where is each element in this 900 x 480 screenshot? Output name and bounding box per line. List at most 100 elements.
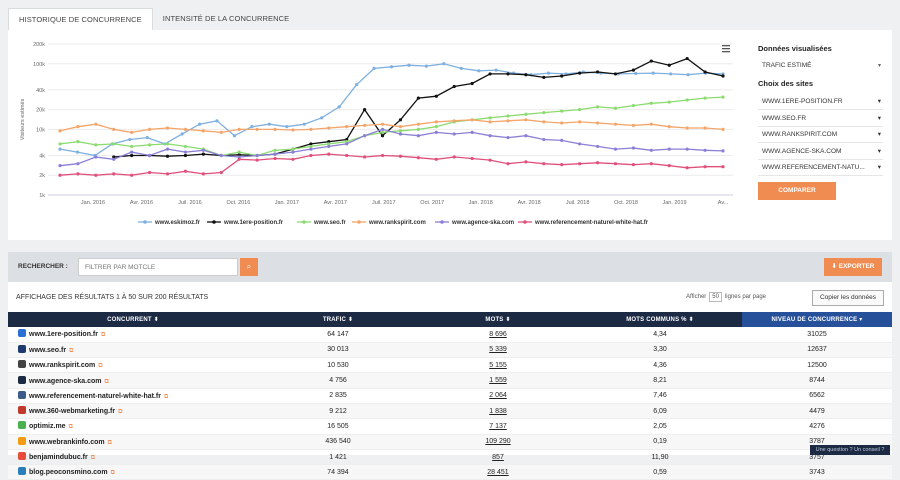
data-point bbox=[302, 122, 306, 126]
col-trafic[interactable]: TRAFIC ⬍ bbox=[258, 312, 418, 327]
col-mots[interactable]: MOTS ⬍ bbox=[418, 312, 578, 327]
site-select-1[interactable]: WWW.1ERE-POSITION.FR ▾ bbox=[758, 94, 883, 110]
search-button[interactable]: ⌕ bbox=[240, 258, 258, 276]
mots-communs-cell: 3,30 bbox=[578, 342, 742, 359]
data-point bbox=[380, 153, 385, 158]
chevron-down-icon: ▾ bbox=[877, 114, 881, 122]
x-tick-label: Av... bbox=[718, 200, 729, 206]
export-button[interactable]: ⬇ EXPORTER bbox=[824, 258, 882, 276]
external-link-icon[interactable]: ⧉ bbox=[118, 409, 123, 416]
concurrent-cell[interactable]: optimiz.me ⧉ bbox=[8, 418, 258, 435]
data-select-value: TRAFIC ESTIMÉ bbox=[762, 62, 812, 69]
favicon-icon bbox=[18, 329, 26, 338]
external-link-icon[interactable]: ⧉ bbox=[110, 470, 115, 477]
col-concurrent[interactable]: CONCURRENT ⬍ bbox=[8, 312, 258, 327]
concurrent-cell[interactable]: www.rankspirit.com ⧉ bbox=[8, 357, 258, 374]
concurrent-link[interactable]: blog.peoconsmino.com bbox=[29, 469, 108, 477]
col-niveau[interactable]: NIVEAU DE CONCURRENCE ▾ bbox=[742, 312, 892, 327]
y-tick-label: 10k bbox=[36, 127, 45, 133]
concurrent-link[interactable]: www.seo.fr bbox=[29, 346, 67, 354]
data-point bbox=[183, 169, 188, 173]
concurrent-link[interactable]: www.webrankinfo.com bbox=[29, 438, 105, 446]
search-input[interactable] bbox=[78, 258, 238, 276]
data-point bbox=[165, 154, 170, 158]
data-point bbox=[180, 132, 184, 136]
external-link-icon[interactable]: ⧉ bbox=[100, 332, 106, 339]
data-point bbox=[649, 122, 653, 126]
mots-cell[interactable]: 857 bbox=[418, 449, 578, 466]
niveau-cell: 6562 bbox=[742, 388, 892, 404]
external-link-icon[interactable]: ⧉ bbox=[69, 347, 74, 354]
page-size-select[interactable]: 50 bbox=[709, 292, 722, 302]
data-point bbox=[407, 63, 411, 67]
col-mots-communs[interactable]: MOTS COMMUNS % ⬍ bbox=[578, 312, 742, 327]
concurrent-cell[interactable]: www.agence-ska.com ⧉ bbox=[8, 372, 258, 389]
mots-cell[interactable]: 2 064 bbox=[418, 388, 578, 404]
data-point bbox=[631, 68, 636, 72]
data-point bbox=[363, 155, 367, 159]
mots-cell[interactable]: 5 155 bbox=[418, 357, 578, 374]
menu-icon[interactable] bbox=[722, 45, 730, 53]
external-link-icon[interactable]: ⧉ bbox=[98, 363, 103, 370]
site-select-5[interactable]: WWW.REFERENCEMENT-NATU... ▾ bbox=[758, 160, 883, 176]
external-link-icon[interactable]: ⧉ bbox=[107, 439, 112, 446]
data-point bbox=[76, 162, 80, 166]
concurrent-cell[interactable]: www.referencement-naturel-white-hat.fr ⧉ bbox=[8, 388, 258, 404]
data-point bbox=[434, 157, 438, 161]
mots-cell[interactable]: 109 290 bbox=[418, 434, 578, 450]
concurrent-cell[interactable]: blog.peoconsmino.com ⧉ bbox=[8, 464, 258, 480]
concurrent-cell[interactable]: www.360-webmarketing.fr ⧉ bbox=[8, 403, 258, 420]
data-select[interactable]: TRAFIC ESTIMÉ ▾ bbox=[758, 59, 883, 73]
mots-cell[interactable]: 7 137 bbox=[418, 418, 578, 435]
external-link-icon[interactable]: ⧉ bbox=[68, 424, 73, 431]
concurrent-cell[interactable]: www.webrankinfo.com ⧉ bbox=[8, 434, 258, 450]
mots-cell[interactable]: 1 838 bbox=[418, 403, 578, 420]
concurrent-cell[interactable]: www.seo.fr ⧉ bbox=[8, 342, 258, 359]
site-select-value: WWW.1ERE-POSITION.FR bbox=[762, 98, 843, 105]
tab-intensite[interactable]: INTENSITÉ DE LA CONCURRENCE bbox=[162, 14, 290, 23]
mots-cell[interactable]: 5 339 bbox=[418, 342, 578, 359]
data-point bbox=[327, 142, 331, 146]
mots-communs-cell: 0,19 bbox=[578, 434, 742, 450]
help-chat-button[interactable]: Une question ? Un conseil ? bbox=[810, 445, 890, 455]
concurrent-link[interactable]: benjamindubuc.fr bbox=[29, 454, 88, 462]
concurrent-link[interactable]: www.1ere-position.fr bbox=[29, 331, 98, 339]
concurrent-cell[interactable]: benjamindubuc.fr ⧉ bbox=[8, 449, 258, 466]
mots-cell[interactable]: 8 696 bbox=[418, 327, 578, 343]
tab-historique[interactable]: HISTORIQUE DE CONCURRENCE bbox=[8, 8, 153, 30]
external-link-icon[interactable]: ⧉ bbox=[164, 393, 169, 400]
site-select-2[interactable]: WWW.SEO.FR ▾ bbox=[758, 111, 883, 127]
data-point bbox=[327, 152, 331, 156]
legend-marker bbox=[302, 220, 306, 224]
x-tick-label: Avr. 2017 bbox=[324, 200, 347, 206]
download-icon: ⬇ bbox=[831, 263, 839, 270]
concurrent-link[interactable]: www.agence-ska.com bbox=[29, 377, 102, 385]
data-point bbox=[309, 144, 313, 149]
external-link-icon[interactable]: ⧉ bbox=[104, 378, 109, 385]
external-link-icon[interactable]: ⧉ bbox=[90, 455, 96, 462]
mots-cell[interactable]: 1 559 bbox=[418, 372, 578, 389]
concurrent-link[interactable]: www.referencement-naturel-white-hat.fr bbox=[29, 392, 161, 400]
legend-marker bbox=[440, 220, 444, 224]
data-point bbox=[685, 166, 689, 170]
data-point bbox=[651, 71, 655, 75]
concurrent-link[interactable]: www.rankspirit.com bbox=[29, 362, 96, 370]
concurrent-link[interactable]: www.360-webmarketing.fr bbox=[29, 408, 116, 416]
data-point bbox=[76, 125, 80, 129]
trafic-cell: 10 530 bbox=[258, 357, 418, 374]
data-point bbox=[488, 120, 492, 124]
data-point bbox=[145, 135, 149, 140]
mots-cell[interactable]: 28 451 bbox=[418, 464, 578, 480]
concurrent-link[interactable]: optimiz.me bbox=[29, 423, 66, 431]
table-row: www.webrankinfo.com ⧉ 436 540 109 290 0,19 37… bbox=[8, 434, 892, 450]
data-point bbox=[255, 127, 259, 131]
data-point bbox=[546, 71, 551, 75]
favicon-icon bbox=[18, 390, 26, 399]
site-select-3[interactable]: WWW.RANKSPIRIT.COM ▾ bbox=[758, 127, 883, 143]
compare-button[interactable]: COMPARER bbox=[758, 182, 836, 200]
copy-data-button[interactable]: Copier les données bbox=[812, 290, 884, 306]
results-count: AFFICHAGE DES RÉSULTATS 1 À 50 SUR 200 R… bbox=[16, 294, 209, 301]
data-point bbox=[267, 122, 271, 126]
site-select-4[interactable]: WWW.AGENCE-SKA.COM ▾ bbox=[758, 144, 883, 160]
concurrent-cell[interactable]: www.1ere-position.fr ⧉ bbox=[8, 327, 258, 343]
